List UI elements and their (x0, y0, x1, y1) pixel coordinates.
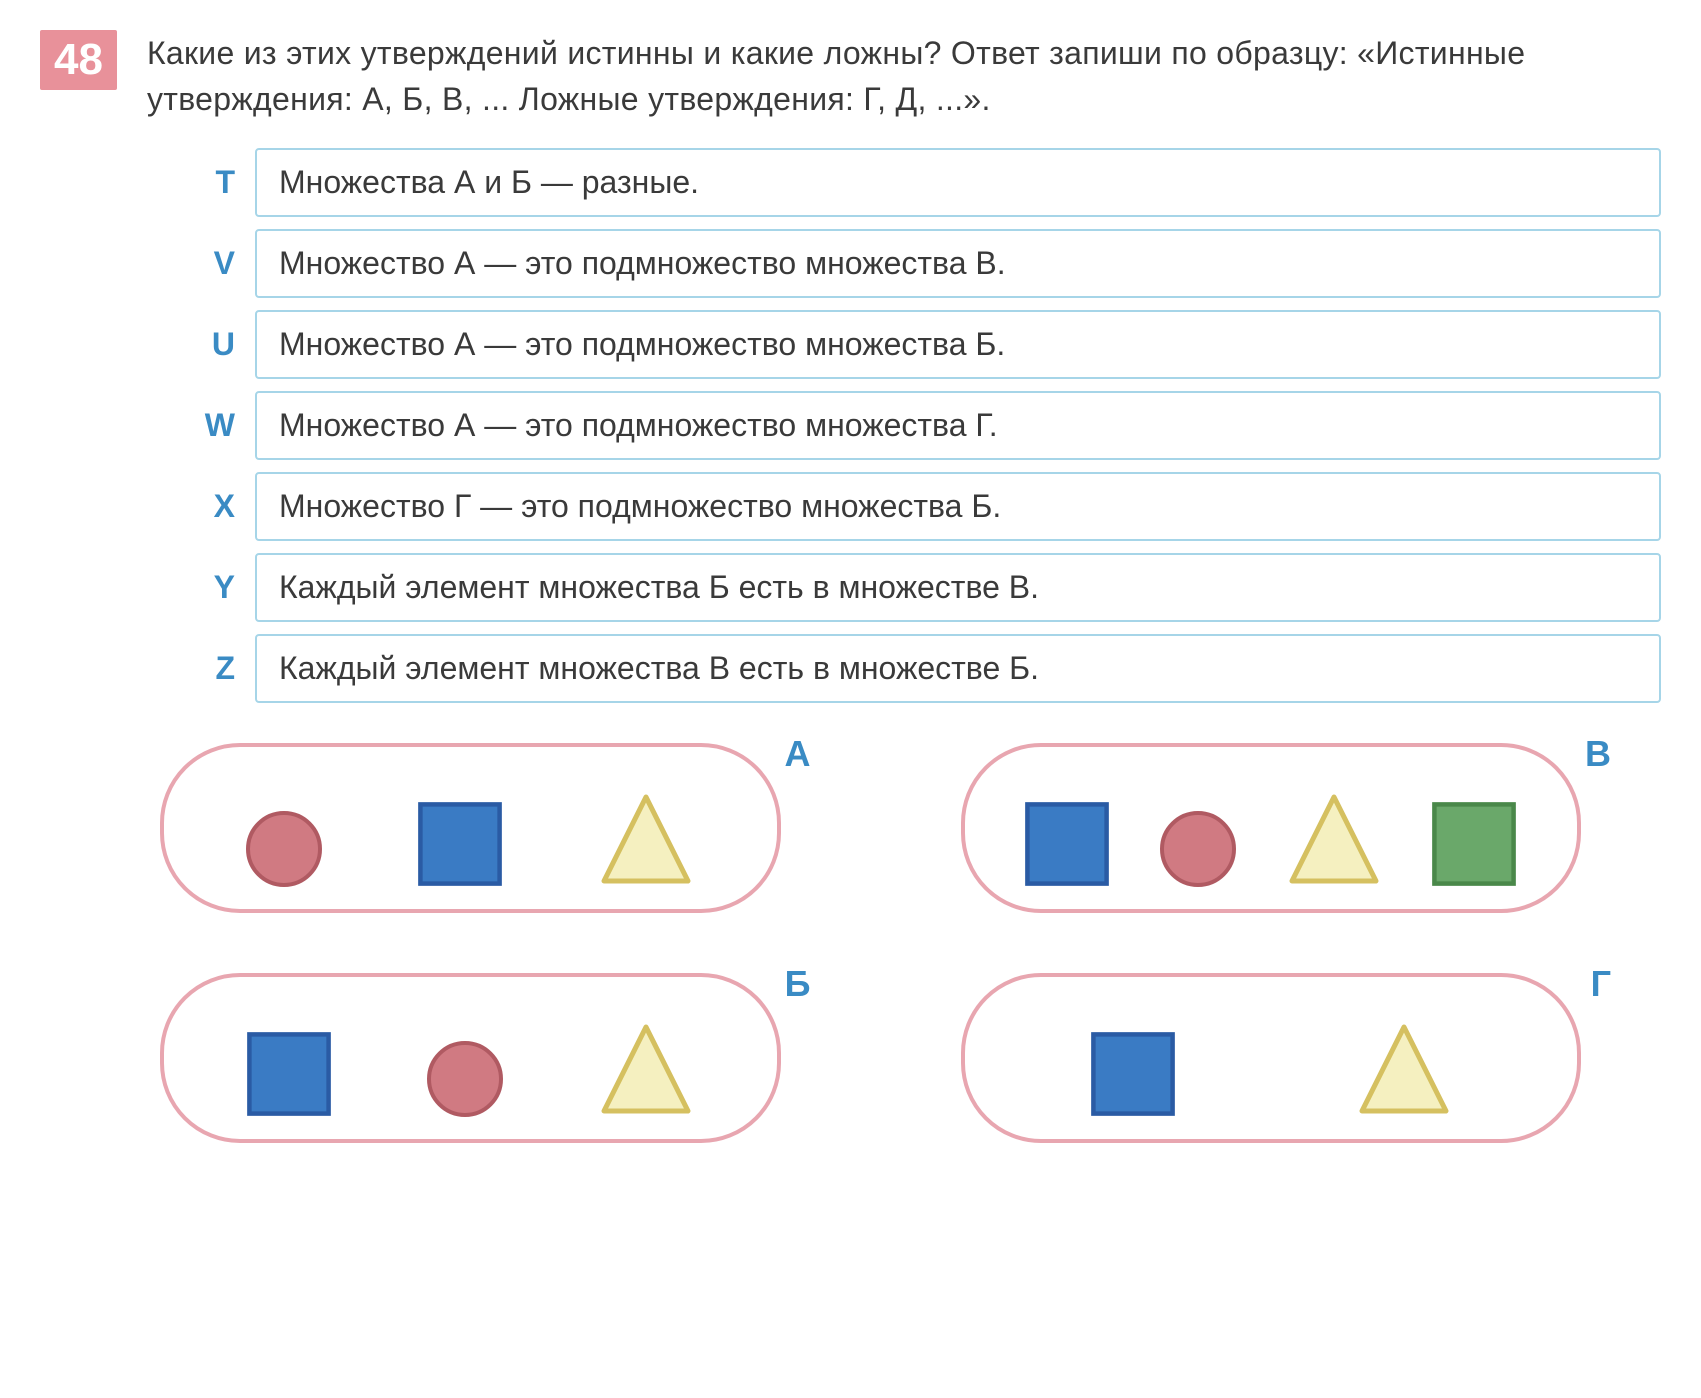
square-icon (415, 799, 505, 889)
statement-box: Множество А — это подмножество множества… (255, 391, 1661, 460)
statement-box: Множество А — это подмножество множества… (255, 310, 1661, 379)
triangle-icon (596, 1019, 696, 1119)
statement-box: Множество А — это подмножество множества… (255, 229, 1661, 298)
statement-letter: X (185, 488, 235, 525)
statement-letter: V (185, 245, 235, 282)
set-label: В (1585, 733, 1611, 775)
set-container: В (961, 743, 1582, 913)
statement-box: Каждый элемент множества В есть в множес… (255, 634, 1661, 703)
square-icon (244, 1029, 334, 1119)
statement-letter: Y (185, 569, 235, 606)
statement-box: Множество Г — это подмножество множества… (255, 472, 1661, 541)
statement-letter: Z (185, 650, 235, 687)
square-icon (1022, 799, 1112, 889)
set-label: Б (785, 963, 811, 1005)
set-container: Г (961, 973, 1582, 1143)
circle-icon (244, 809, 324, 889)
statement-row: X Множество Г — это подмножество множеств… (185, 472, 1661, 541)
set-shape-box (160, 973, 781, 1143)
statement-box: Каждый элемент множества Б есть в множес… (255, 553, 1661, 622)
statement-letter: T (185, 164, 235, 201)
set-container: А (160, 743, 781, 913)
circle-icon (1158, 809, 1238, 889)
statement-letter: W (185, 407, 235, 444)
set-label: Г (1591, 963, 1611, 1005)
statement-row: Z Каждый элемент множества В есть в множе… (185, 634, 1661, 703)
statement-row: W Множество А — это подмножество множеств… (185, 391, 1661, 460)
statement-box: Множества А и Б — разные. (255, 148, 1661, 217)
question-text: Какие из этих утверждений истинны и каки… (147, 30, 1661, 123)
problem-number-badge: 48 (40, 30, 117, 90)
triangle-icon (596, 789, 696, 889)
set-shape-box (961, 973, 1582, 1143)
header-row: 48 Какие из этих утверждений истинны и к… (40, 30, 1661, 123)
triangle-icon (1354, 1019, 1454, 1119)
circle-icon (425, 1039, 505, 1119)
triangle-icon (1284, 789, 1384, 889)
sets-area: А В Б Г (160, 743, 1581, 1143)
statement-row: U Множество А — это подмножество множеств… (185, 310, 1661, 379)
square-icon (1429, 799, 1519, 889)
statement-row: V Множество А — это подмножество множеств… (185, 229, 1661, 298)
set-shape-box (160, 743, 781, 913)
statements-list: T Множества А и Б — разные. V Множество А —… (185, 148, 1661, 703)
set-shape-box (961, 743, 1582, 913)
set-label: А (785, 733, 811, 775)
statement-letter: U (185, 326, 235, 363)
set-container: Б (160, 973, 781, 1143)
statement-row: T Множества А и Б — разные. (185, 148, 1661, 217)
square-icon (1088, 1029, 1178, 1119)
statement-row: Y Каждый элемент множества Б есть в множе… (185, 553, 1661, 622)
